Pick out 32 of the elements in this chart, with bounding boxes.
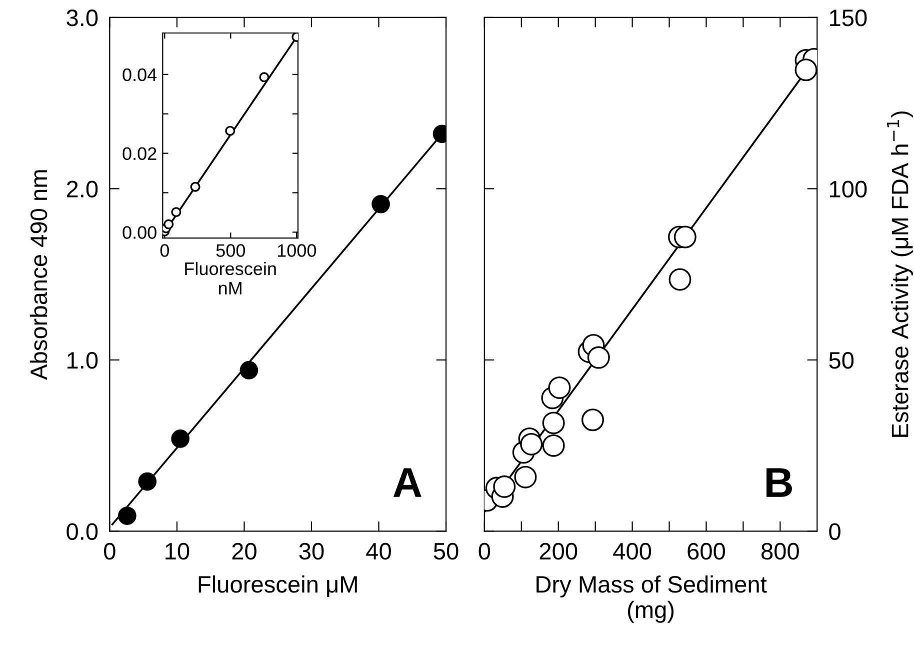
x-tick-label: 1000 bbox=[278, 244, 316, 257]
x-axis-title: Fluorescein nM bbox=[185, 262, 276, 294]
x-tick-label: 20 bbox=[232, 542, 256, 560]
y-tick-label: 2.0 bbox=[66, 180, 98, 198]
x-tick-label: 500 bbox=[216, 244, 246, 257]
x-axis-title: Dry Mass of Sediment (mg) bbox=[536, 575, 767, 623]
x-tick-label: 200 bbox=[540, 542, 578, 560]
x-tick-label: 10 bbox=[166, 542, 190, 560]
y-tick-label: 0.02 bbox=[122, 147, 156, 160]
x-tick-label: 40 bbox=[366, 542, 391, 560]
y-tick-label: 1.0 bbox=[68, 352, 98, 369]
y-tick-label: 3.0 bbox=[66, 10, 98, 26]
y2-tick-label: 0 bbox=[829, 523, 840, 540]
annotation: B bbox=[766, 468, 792, 497]
y-tick-label: 0.00 bbox=[122, 226, 156, 239]
x-tick-label: 600 bbox=[688, 542, 725, 560]
y2-tick-label: 50 bbox=[829, 352, 854, 369]
x-tick-label: 800 bbox=[761, 542, 799, 560]
x-tick-label: 0 bbox=[478, 542, 490, 560]
y-tick-label: 0.0 bbox=[66, 523, 98, 540]
x-axis-title: Fluorescein μM bbox=[198, 575, 357, 598]
annotation: A bbox=[393, 468, 422, 497]
y2-tick-label: 150 bbox=[830, 10, 867, 26]
y2-axis-title: Esterase Activity (μM FDA h$^{−1}$) bbox=[887, 111, 914, 437]
x-tick-label: 0 bbox=[160, 244, 169, 257]
x-tick-label: 400 bbox=[613, 542, 652, 560]
x-tick-label: 50 bbox=[434, 542, 458, 560]
y-tick-label: 0.04 bbox=[122, 68, 157, 82]
y2-tick-label: 100 bbox=[830, 180, 867, 198]
y-axis-title: Absorbance 490 nm bbox=[30, 170, 48, 380]
x-tick-label: 30 bbox=[299, 542, 324, 560]
x-tick-label: 0 bbox=[104, 542, 116, 560]
